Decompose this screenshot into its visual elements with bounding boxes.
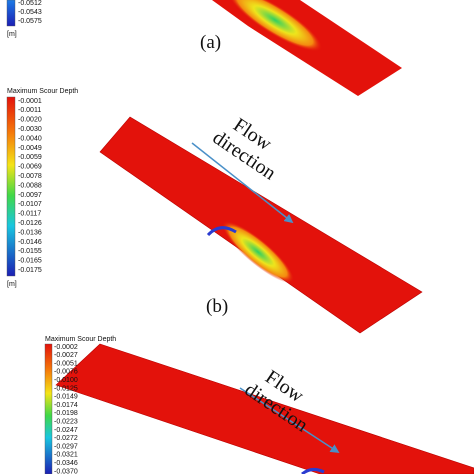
legend-label: -0.0100 xyxy=(54,377,78,384)
legend-label: -0.0049 xyxy=(18,145,42,152)
legend-unit: [m] xyxy=(7,281,17,288)
legend-label: -0.0297 xyxy=(54,443,78,450)
legend-label: -0.0247 xyxy=(54,427,78,434)
legend-label: -0.0076 xyxy=(54,369,78,376)
legend-unit: [m] xyxy=(7,31,17,38)
legend-title: Maximum Scour Depth xyxy=(45,336,116,343)
legend-label: -0.0078 xyxy=(18,173,42,180)
colorbar xyxy=(6,0,16,27)
legend-label: -0.0136 xyxy=(18,229,42,236)
legend-label: -0.0097 xyxy=(18,192,42,199)
legend-label: -0.0125 xyxy=(54,385,78,392)
legend-label: -0.0002 xyxy=(54,344,78,351)
legend-label: -0.0117 xyxy=(18,211,41,218)
legend-label: -0.0040 xyxy=(18,135,42,142)
legend-label: -0.0088 xyxy=(18,182,42,189)
legend-label: -0.0575 xyxy=(18,18,42,25)
legend-label: -0.0223 xyxy=(54,419,78,426)
legend-label: -0.0198 xyxy=(54,410,78,417)
legend-label: -0.0126 xyxy=(18,220,42,227)
legend-label: -0.0370 xyxy=(54,468,78,474)
legend-title: Maximum Scour Depth xyxy=(7,88,78,95)
flow-arrow xyxy=(191,142,294,224)
scour-zone xyxy=(221,221,295,283)
pier xyxy=(301,467,325,474)
legend-label: -0.0155 xyxy=(18,248,42,255)
legend-label: -0.0146 xyxy=(18,239,42,246)
panel-a: -0.0512 -0.0543 -0.0575[m] (a) xyxy=(6,0,402,96)
legend-label: -0.0543 xyxy=(18,9,42,16)
legend-label: -0.0149 xyxy=(54,394,78,401)
legend-label: -0.0175 xyxy=(18,267,42,274)
legend: Maximum Scour Depth-0.0002-0.0027-0.0051… xyxy=(45,336,116,474)
pier xyxy=(206,226,237,237)
legend-label: -0.0107 xyxy=(18,201,42,208)
colorbar xyxy=(6,96,16,277)
legend-label: -0.0011 xyxy=(18,107,41,114)
legend-label: -0.0069 xyxy=(18,164,42,171)
legend-label: -0.0027 xyxy=(54,352,78,359)
legend-label: -0.0030 xyxy=(18,126,42,133)
legend-label: -0.0346 xyxy=(54,460,78,467)
legend-label: -0.0272 xyxy=(54,435,78,442)
flow-arrow xyxy=(239,387,340,453)
caption: (b) xyxy=(206,296,228,317)
legend-label: -0.0512 xyxy=(18,0,42,7)
legend-label: -0.0059 xyxy=(18,154,42,161)
legend-label: -0.0051 xyxy=(54,360,78,367)
legend: -0.0512 -0.0543 -0.0575[m] xyxy=(7,0,42,38)
caption: (a) xyxy=(200,32,221,53)
panel-b: Flow direction Maximum Scour Depth-0.000… xyxy=(6,88,423,334)
channel xyxy=(99,116,423,334)
legend-label: -0.0174 xyxy=(54,402,78,409)
channel xyxy=(55,343,474,474)
legend-label: -0.0001 xyxy=(18,98,42,105)
legend-label: -0.0020 xyxy=(18,117,42,124)
legend-label: -0.0165 xyxy=(18,258,42,265)
legend-label: -0.0321 xyxy=(54,452,78,459)
colorbar xyxy=(44,343,53,474)
scour-zone xyxy=(227,0,323,52)
legend: Maximum Scour Depth -0.0001 -0.0011 -0.0020… xyxy=(7,88,78,288)
panel-c: Flow direction Maximum Scour Depth-0.000… xyxy=(44,336,474,474)
